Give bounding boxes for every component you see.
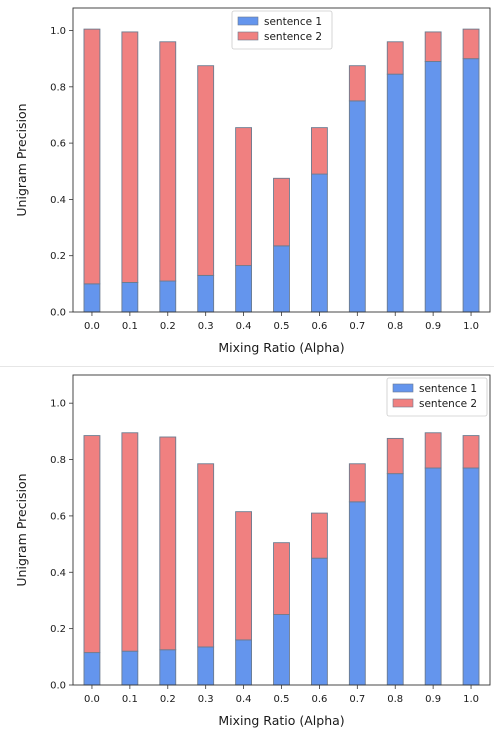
chart1-bar-sentence1-0.0 [84, 284, 100, 312]
chart1-y-tick-label: 0.6 [50, 139, 66, 150]
chart1-legend: sentence 1 sentence 2 [232, 11, 332, 49]
chart1-x-tick-label: 0.6 [311, 321, 327, 332]
chart1-bar-sentence2-0.5 [274, 178, 290, 246]
chart2-bar-sentence2-0.1 [122, 433, 138, 651]
chart2-bar-sentence2-1.0 [463, 436, 479, 468]
chart1-x-tick-label: 1.0 [463, 321, 479, 332]
chart2-y-tick-label: 0.8 [50, 455, 66, 466]
chart1-bar-sentence1-0.8 [387, 74, 403, 312]
chart2-bar-sentence1-0.6 [311, 558, 327, 685]
chart2-y-tick-label: 0.0 [50, 681, 66, 692]
chart1-bar-sentence1-0.6 [311, 174, 327, 312]
chart2-legend-label-sentence2: sentence 2 [419, 398, 477, 410]
chart1-bar-sentence1-0.4 [236, 266, 252, 312]
chart1-x-tick-label: 0.3 [198, 321, 214, 332]
chart2-legend-swatch-sentence2 [393, 399, 413, 407]
chart2-bar-sentence1-0.5 [274, 615, 290, 685]
chart1-bar-sentence2-0.2 [160, 42, 176, 281]
chart1-bar-sentence1-0.7 [349, 101, 365, 312]
chart2-bar-sentence1-0.8 [387, 474, 403, 685]
chart2-x-tick-label: 0.6 [311, 694, 327, 705]
chart1-bar-sentence2-0.3 [198, 66, 214, 276]
chart1-bar-sentence2-0.0 [84, 29, 100, 284]
chart1-bar-sentence2-1.0 [463, 29, 479, 59]
chart1-y-tick-label: 0.0 [50, 308, 66, 319]
chart2-x-tick-label: 0.4 [236, 694, 252, 705]
chart2-bar-sentence2-0.6 [311, 513, 327, 558]
chart1-bar-sentence2-0.4 [236, 128, 252, 266]
chart1-bar-sentence1-0.9 [425, 61, 441, 312]
chart2-bar-sentence1-0.1 [122, 651, 138, 685]
chart2-y-tick-label: 0.2 [50, 624, 66, 635]
chart-bottom: 0.0 0.1 0.2 0.3 0.4 0.5 0.6 0.7 0.8 0.9 1.0 0.0 0.2 0… [0, 367, 494, 735]
chart2-x-tick-label: 0.7 [349, 694, 365, 705]
chart2-x-tick-label: 0.1 [122, 694, 138, 705]
chart2-y-tick-label: 0.6 [50, 511, 66, 522]
chart1-legend-swatch-sentence1 [238, 17, 258, 25]
chart2-x-tick-label: 0.5 [274, 694, 290, 705]
chart2-bar-sentence2-0.8 [387, 438, 403, 473]
chart1-y-tick-label: 0.4 [50, 195, 66, 206]
chart2-bar-sentence1-1.0 [463, 468, 479, 685]
chart2-y-tick-label: 0.4 [50, 568, 66, 579]
chart2-bar-sentence2-0.5 [274, 543, 290, 615]
chart2-bar-sentence1-0.7 [349, 502, 365, 685]
chart2-y-axis-label: Unigram Precision [14, 473, 29, 586]
chart1-y-tick-label: 1.0 [50, 26, 66, 37]
chart1-x-tick-label: 0.5 [274, 321, 290, 332]
chart1-x-tick-label: 0.0 [84, 321, 100, 332]
chart2-x-tick-label: 0.8 [387, 694, 403, 705]
chart2-bar-sentence2-0.2 [160, 437, 176, 650]
chart-top: 0.0 0.1 0.2 0.3 0.4 0.5 0.6 0.7 0.8 0.9 1.0 0.0 0.2 0… [0, 0, 494, 366]
chart1-x-tick-label: 0.2 [160, 321, 176, 332]
chart2-y-tick-label: 1.0 [50, 399, 66, 410]
chart2-legend: sentence 1 sentence 2 [387, 378, 487, 416]
chart1-y-tick-label: 0.8 [50, 82, 66, 93]
chart2-x-axis-label: Mixing Ratio (Alpha) [218, 713, 344, 728]
chart1-bar-sentence2-0.9 [425, 32, 441, 62]
chart2-x-tick-label: 0.3 [198, 694, 214, 705]
chart1-bar-sentence1-0.1 [122, 282, 138, 312]
chart2-bar-sentence1-0.0 [84, 653, 100, 685]
chart1-x-axis-label: Mixing Ratio (Alpha) [218, 340, 344, 355]
chart1-bar-sentence2-0.7 [349, 66, 365, 101]
chart2-legend-label-sentence1: sentence 1 [419, 383, 477, 395]
chart2-bar-sentence1-0.9 [425, 468, 441, 685]
chart2-x-tick-label: 0.2 [160, 694, 176, 705]
chart1-x-tick-label: 0.7 [349, 321, 365, 332]
chart1-bar-sentence2-0.8 [387, 42, 403, 74]
chart1-y-tick-label: 0.2 [50, 251, 66, 262]
chart1-bar-sentence1-0.2 [160, 281, 176, 312]
chart2-bar-sentence1-0.3 [198, 647, 214, 685]
chart1-x-tick-label: 0.4 [236, 321, 252, 332]
chart1-bar-sentence2-0.1 [122, 32, 138, 283]
chart2-bar-sentence1-0.4 [236, 640, 252, 685]
chart2-x-tick-label: 0.9 [425, 694, 441, 705]
chart1-x-tick-label: 0.1 [122, 321, 138, 332]
chart1-bar-sentence1-0.5 [274, 246, 290, 312]
chart1-bar-sentence1-1.0 [463, 59, 479, 312]
chart2-bar-sentence2-0.0 [84, 436, 100, 653]
chart1-legend-swatch-sentence2 [238, 32, 258, 40]
chart2-legend-swatch-sentence1 [393, 384, 413, 392]
chart2-x-tick-label: 0.0 [84, 694, 100, 705]
chart2-bar-sentence2-0.4 [236, 512, 252, 640]
chart2-bar-sentence2-0.7 [349, 464, 365, 502]
chart1-x-tick-label: 0.8 [387, 321, 403, 332]
chart2-bar-sentence2-0.3 [198, 464, 214, 647]
chart1-bar-sentence2-0.6 [311, 128, 327, 174]
chart1-bar-sentence1-0.3 [198, 275, 214, 312]
chart1-legend-label-sentence2: sentence 2 [264, 31, 322, 43]
chart2-x-tick-label: 1.0 [463, 694, 479, 705]
chart2-bar-sentence2-0.9 [425, 433, 441, 468]
chart1-legend-label-sentence1: sentence 1 [264, 16, 322, 28]
chart2-bar-sentence1-0.2 [160, 650, 176, 685]
chart1-y-axis-label: Unigram Precision [14, 103, 29, 216]
chart1-x-tick-label: 0.9 [425, 321, 441, 332]
